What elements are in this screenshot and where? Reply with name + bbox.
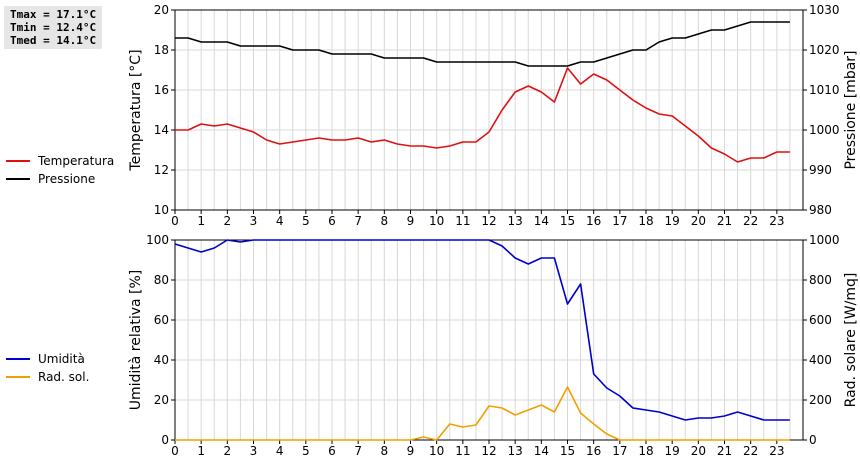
stats-box: Tmax = 17.1°C Tmin = 12.4°C Tmed = 14.1°… (4, 6, 103, 49)
stat-tmax: Tmax = 17.1°C (10, 8, 97, 21)
x-tick-label: 7 (354, 214, 362, 228)
x-tick-label: 14 (534, 444, 549, 458)
x-tick-label: 11 (455, 444, 470, 458)
y2-tick-label: 1030 (809, 3, 840, 17)
x-tick-label: 16 (586, 214, 601, 228)
x-tick-label: 20 (691, 444, 706, 458)
x-tick-label: 6 (328, 444, 336, 458)
legend-label-pressione: Pressione (38, 172, 96, 186)
x-tick-label: 3 (250, 214, 258, 228)
y2-axis-title: Rad. solare [W/mq] (843, 273, 859, 408)
legend-swatch-rad-sol (6, 376, 30, 378)
legend-swatch-umidita (6, 358, 30, 360)
x-tick-label: 8 (381, 214, 389, 228)
legend-label-umidita: Umidità (38, 352, 85, 366)
y2-tick-label: 0 (809, 433, 817, 447)
legend-item-temperatura: Temperatura (6, 152, 114, 170)
x-tick-label: 1 (197, 214, 205, 228)
legend-swatch-pressione (6, 178, 30, 180)
x-tick-label: 4 (276, 444, 284, 458)
series-line-pressione (175, 21, 790, 67)
y2-tick-label: 1020 (809, 43, 840, 57)
y-tick-label: 16 (154, 83, 169, 97)
x-tick-label: 16 (586, 444, 601, 458)
y2-tick-label: 1000 (809, 123, 840, 137)
y-axis-title: Umidità relativa [%] (128, 270, 144, 411)
legend-item-pressione: Pressione (6, 170, 114, 188)
legend-label-temperatura: Temperatura (38, 154, 115, 168)
x-tick-label: 8 (381, 444, 389, 458)
y-tick-label: 14 (154, 123, 169, 137)
x-tick-label: 23 (769, 214, 784, 228)
x-tick-label: 15 (560, 214, 575, 228)
series-line-rad-sol (175, 386, 790, 441)
x-tick-label: 1 (197, 444, 205, 458)
x-tick-label: 13 (508, 444, 523, 458)
x-tick-label: 19 (665, 214, 680, 228)
x-tick-label: 0 (171, 444, 179, 458)
x-tick-label: 10 (429, 444, 444, 458)
x-tick-label: 12 (481, 214, 496, 228)
x-tick-label: 13 (508, 214, 523, 228)
x-tick-label: 9 (407, 214, 415, 228)
series-line-umidita (174, 239, 790, 421)
y-tick-label: 40 (154, 353, 169, 367)
legend-item-rad-sol: Rad. sol. (6, 368, 89, 386)
x-tick-label: 4 (276, 214, 284, 228)
x-tick-label: 14 (534, 214, 549, 228)
x-tick-label: 18 (638, 444, 653, 458)
legend-item-umidita: Umidità (6, 350, 89, 368)
legend-top: Temperatura Pressione (6, 152, 114, 188)
x-tick-label: 3 (250, 444, 258, 458)
x-tick-label: 17 (612, 214, 627, 228)
legend-bottom: Umidità Rad. sol. (6, 350, 89, 386)
stat-tmed: Tmed = 14.1°C (10, 34, 97, 47)
x-tick-label: 18 (638, 214, 653, 228)
x-tick-label: 23 (769, 444, 784, 458)
x-tick-label: 17 (612, 444, 627, 458)
y-axis-title: Temperatura [°C] (128, 49, 144, 171)
y-tick-label: 20 (154, 3, 169, 17)
stat-tmin: Tmin = 12.4°C (10, 21, 97, 34)
y-tick-label: 20 (154, 393, 169, 407)
legend-label-rad-sol: Rad. sol. (38, 370, 90, 384)
y-tick-label: 10 (154, 203, 169, 217)
y-tick-label: 18 (154, 43, 169, 57)
y2-tick-label: 990 (809, 163, 832, 177)
y2-tick-label: 200 (809, 393, 832, 407)
y-tick-label: 100 (146, 233, 169, 247)
x-tick-label: 5 (302, 214, 310, 228)
x-tick-label: 20 (691, 214, 706, 228)
x-tick-label: 21 (717, 444, 732, 458)
y2-tick-label: 1010 (809, 83, 840, 97)
x-tick-label: 22 (743, 214, 758, 228)
x-tick-label: 21 (717, 214, 732, 228)
y-tick-label: 0 (161, 433, 169, 447)
y2-tick-label: 800 (809, 273, 832, 287)
x-tick-label: 15 (560, 444, 575, 458)
y2-axis-title: Pressione [mbar] (843, 50, 859, 169)
y-tick-label: 60 (154, 313, 169, 327)
y2-tick-label: 1000 (809, 233, 840, 247)
x-tick-label: 12 (481, 444, 496, 458)
x-tick-label: 5 (302, 444, 310, 458)
y2-tick-label: 400 (809, 353, 832, 367)
series-line-temperatura (175, 67, 790, 163)
y-tick-label: 80 (154, 273, 169, 287)
y2-tick-label: 980 (809, 203, 832, 217)
x-tick-label: 2 (224, 214, 232, 228)
x-tick-label: 11 (455, 214, 470, 228)
x-tick-label: 19 (665, 444, 680, 458)
x-tick-label: 7 (354, 444, 362, 458)
x-tick-label: 0 (171, 214, 179, 228)
y-tick-label: 12 (154, 163, 169, 177)
x-tick-label: 9 (407, 444, 415, 458)
y2-tick-label: 600 (809, 313, 832, 327)
x-tick-label: 6 (328, 214, 336, 228)
x-tick-label: 22 (743, 444, 758, 458)
legend-swatch-temperatura (6, 160, 30, 162)
x-tick-label: 2 (224, 444, 232, 458)
x-tick-label: 10 (429, 214, 444, 228)
